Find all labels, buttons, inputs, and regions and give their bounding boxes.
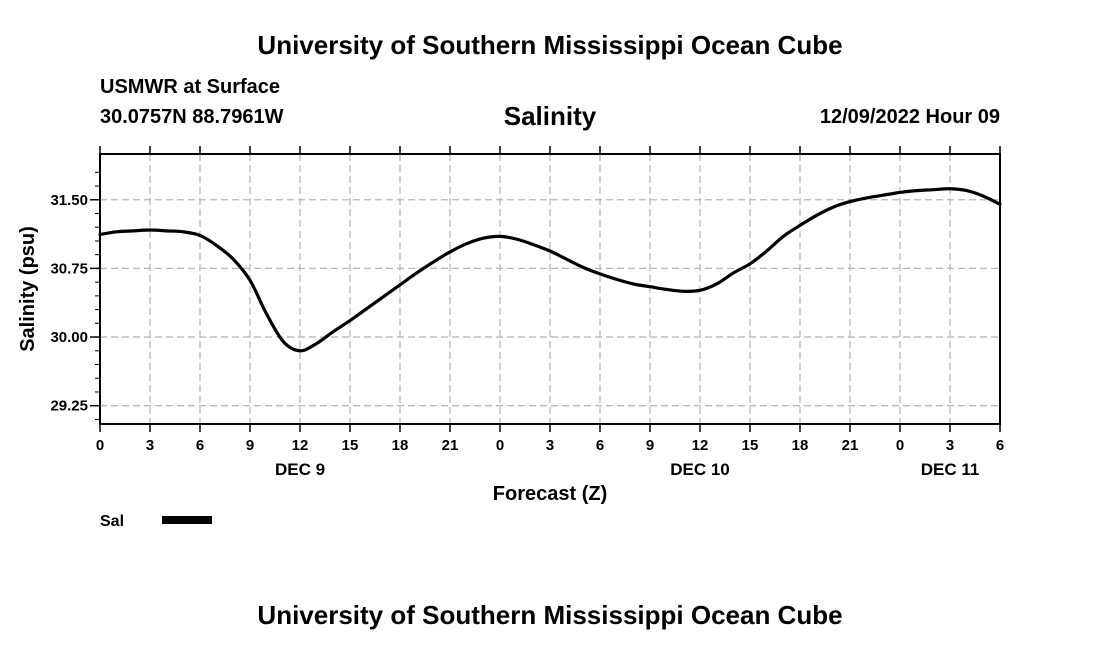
x-tick-label: 18	[392, 437, 409, 454]
axis-ticks	[90, 146, 1001, 432]
x-tick-label: 3	[946, 437, 954, 454]
y-tick-label: 30.00	[50, 329, 88, 346]
x-tick-label: 3	[546, 437, 554, 454]
x-tick-label: 0	[96, 437, 104, 454]
x-axis-label: Forecast (Z)	[493, 483, 607, 505]
x-tick-label: 15	[342, 437, 359, 454]
date-label: DEC 9	[275, 460, 325, 479]
x-tick-label: 12	[692, 437, 709, 454]
date-label: DEC 11	[921, 460, 980, 479]
x-tick-label: 18	[792, 437, 809, 454]
x-tick-label: 15	[742, 437, 759, 454]
tick-labels: 0 3 6 9 12 15 18 21 0 3 6 9 12 15 18 21 0 3 6 29.25 30.00 30.…	[50, 192, 1004, 479]
x-tick-label: 0	[896, 437, 904, 454]
x-tick-label: 6	[996, 437, 1004, 454]
footer-title: University of Southern Mississippi Ocean…	[257, 600, 843, 630]
x-tick-label: 3	[146, 437, 154, 454]
y-tick-label: 29.25	[50, 398, 88, 415]
x-tick-label: 6	[196, 437, 204, 454]
legend-label: Sal	[100, 513, 124, 530]
x-tick-label: 9	[246, 437, 254, 454]
station-coordinates: 30.0757N 88.7961W	[100, 106, 284, 128]
x-tick-label: 0	[496, 437, 504, 454]
y-tick-label: 30.75	[50, 260, 88, 277]
x-tick-label: 12	[292, 437, 309, 454]
y-axis-label: Salinity (psu)	[17, 226, 39, 352]
plot-frame	[99, 153, 1001, 425]
forecast-datetime: 12/09/2022 Hour 09	[819, 106, 1000, 128]
grid-lines	[100, 154, 1000, 424]
series-line-sal	[98, 187, 1002, 353]
x-tick-label: 6	[596, 437, 604, 454]
y-tick-label: 31.50	[50, 192, 88, 209]
chart-title: University of Southern Mississippi Ocean…	[257, 30, 843, 60]
parameter-title: Salinity	[503, 101, 597, 131]
x-tick-label: 21	[442, 437, 459, 454]
station-name: USMWR at Surface	[100, 76, 281, 98]
date-label: DEC 10	[670, 460, 730, 479]
x-tick-label: 9	[646, 437, 654, 454]
x-tick-label: 21	[842, 437, 859, 454]
